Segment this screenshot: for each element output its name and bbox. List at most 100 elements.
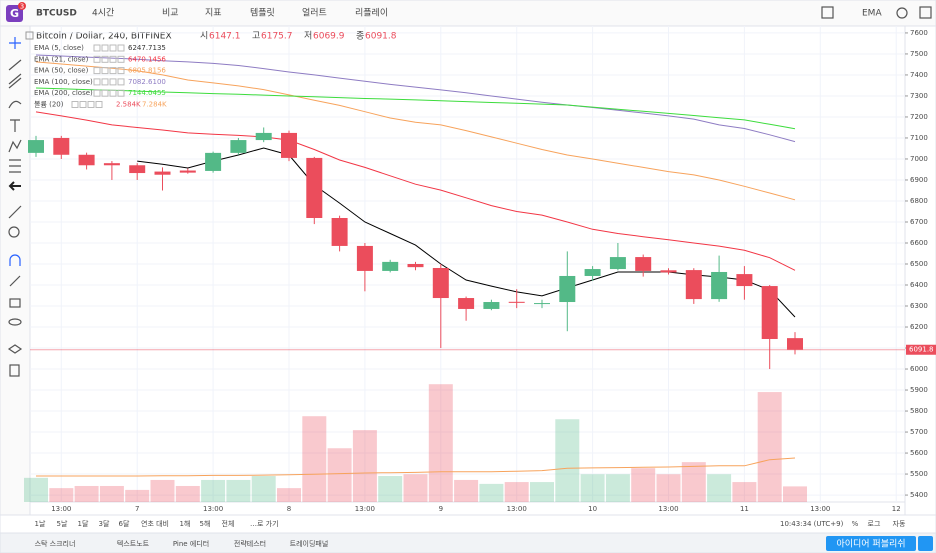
candle-body — [255, 132, 272, 141]
ema-line — [137, 147, 796, 318]
y-tick-label: 6200 — [910, 323, 928, 331]
y-tick-label: 7100 — [910, 134, 928, 142]
scale-option[interactable]: % — [852, 520, 859, 528]
range-button[interactable]: 6달 — [119, 520, 130, 528]
legend-value: 7082.6100 — [128, 78, 166, 86]
legend-icon[interactable] — [117, 44, 125, 52]
symbol[interactable]: BTCUSD — [36, 9, 77, 19]
legend-icon[interactable] — [93, 67, 101, 75]
candle-body — [154, 171, 171, 175]
legend-icon[interactable] — [95, 101, 103, 108]
volume-bar — [783, 486, 807, 502]
legend-icon[interactable] — [79, 101, 87, 108]
fib-tool[interactable] — [8, 73, 22, 89]
toolbar-button[interactable]: 비교 — [162, 8, 179, 19]
legend-icon[interactable] — [93, 89, 101, 97]
fullscreen-icon[interactable] — [919, 6, 932, 19]
legend-icon[interactable] — [117, 67, 125, 75]
range-button[interactable]: 5날 — [57, 519, 68, 528]
ohlc-value: 6091.8 — [365, 32, 397, 42]
legend-icon[interactable] — [101, 67, 109, 75]
panel-tab[interactable]: 전략테스터 — [234, 539, 266, 548]
range-button[interactable]: 1달 — [78, 520, 89, 528]
checkbox-icon[interactable] — [821, 6, 834, 19]
range-button[interactable]: 3달 — [99, 520, 110, 528]
visibility-tool[interactable] — [8, 318, 22, 326]
candle-body — [230, 140, 247, 153]
volume-ma-line — [36, 457, 796, 477]
legend-icon[interactable] — [117, 89, 125, 97]
measure-tool[interactable] — [8, 205, 22, 219]
legend-name: EMA (21, close) — [34, 55, 89, 63]
interval[interactable]: 4시간 — [92, 8, 114, 19]
volume-bar — [49, 488, 74, 502]
layers-tool[interactable] — [7, 344, 23, 354]
legend-icon[interactable] — [101, 55, 109, 63]
volume-bar — [24, 477, 48, 502]
legend-icon[interactable] — [109, 44, 117, 52]
legend-icon[interactable] — [101, 44, 109, 52]
toolbar-button[interactable]: 지표 — [205, 8, 222, 19]
goto-button[interactable]: …로 가기 — [250, 519, 279, 528]
brush-tool[interactable] — [8, 100, 22, 109]
legend-icon[interactable] — [117, 78, 125, 86]
legend-icon[interactable] — [71, 101, 79, 108]
top-toolbar — [0, 0, 936, 27]
legend-icon[interactable] — [93, 78, 101, 86]
volume-bar — [479, 483, 504, 502]
style-name[interactable]: EMA — [862, 9, 882, 19]
toolbar-button[interactable]: 리플레이 — [355, 8, 388, 19]
volume-bar — [605, 474, 630, 502]
y-tick-label: 6400 — [910, 281, 928, 289]
back-tool[interactable] — [8, 181, 21, 191]
stay-drawing-tool[interactable] — [9, 275, 21, 287]
publish-button[interactable] — [826, 536, 916, 551]
y-tick-label: 6700 — [910, 218, 928, 226]
panel-tab[interactable]: 텍스트노트 — [117, 539, 150, 548]
legend-icon[interactable] — [101, 78, 109, 86]
tab-bar — [0, 532, 936, 553]
zoom-tool[interactable] — [8, 226, 20, 238]
scale-option[interactable]: 로그 — [868, 520, 881, 528]
trendline-tool[interactable] — [8, 59, 22, 71]
panel-tab[interactable]: 트레이딩패널 — [290, 539, 329, 548]
text-tool[interactable] — [10, 119, 20, 132]
legend-icon[interactable] — [109, 67, 117, 75]
pattern-tool[interactable] — [8, 139, 22, 153]
range-button[interactable]: 1날 — [35, 519, 46, 528]
play-button[interactable] — [918, 536, 933, 551]
crosshair-tool[interactable] — [9, 37, 21, 49]
publish-label[interactable]: 아이디어 퍼블리쉬 — [836, 539, 905, 550]
panel-tab[interactable]: 스탁 스크리너 — [35, 539, 76, 548]
legend-icon[interactable] — [87, 101, 95, 108]
logo[interactable] — [6, 5, 23, 22]
toolbar-button[interactable]: 얼러트 — [302, 8, 327, 19]
range-button[interactable]: 1해 — [180, 519, 191, 528]
range-button[interactable]: 전체 — [222, 519, 235, 528]
logo-letter: G — [10, 7, 19, 20]
delete-tool[interactable] — [9, 364, 20, 377]
ohlc-value: 6147.1 — [209, 32, 241, 42]
range-button[interactable]: 연초 대비 — [141, 519, 169, 528]
lock-tool[interactable] — [9, 298, 21, 308]
legend-icon[interactable] — [109, 89, 117, 97]
magnet-tool[interactable] — [9, 254, 21, 266]
legend-icon[interactable] — [117, 55, 125, 63]
settings-icon[interactable] — [896, 7, 908, 19]
legend-icon[interactable] — [109, 55, 117, 63]
legend-icon[interactable] — [109, 78, 117, 86]
legend-value: 2.584K — [116, 101, 141, 109]
range-button[interactable]: 5해 — [200, 519, 211, 528]
panel-tab[interactable]: Pine 에디터 — [173, 539, 209, 548]
prediction-tool[interactable] — [9, 159, 21, 173]
scale-option[interactable]: 자동 — [893, 519, 906, 528]
y-tick-label: 5600 — [910, 449, 928, 457]
legend-icon[interactable] — [93, 44, 101, 52]
y-tick-label: 6800 — [910, 197, 928, 205]
toolbar-button[interactable]: 템플릿 — [250, 7, 275, 19]
candle-body — [685, 270, 702, 300]
volume-bar — [99, 485, 124, 502]
legend-icon[interactable] — [93, 55, 101, 63]
volume-bar — [125, 489, 150, 502]
legend-icon[interactable] — [101, 89, 109, 97]
